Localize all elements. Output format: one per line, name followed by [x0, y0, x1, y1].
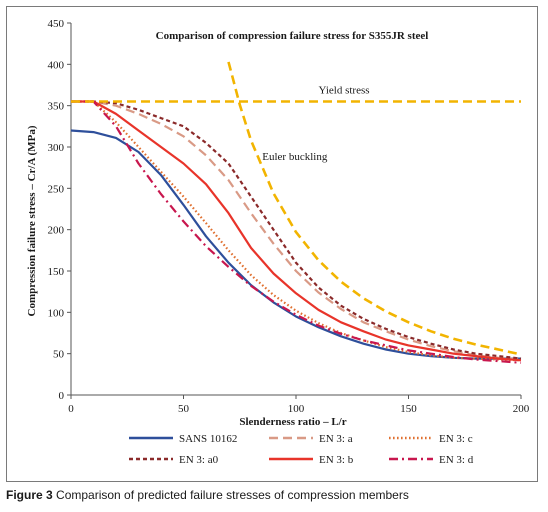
annotations: Yield stress Euler buckling	[262, 84, 369, 163]
x-tick-label: 0	[68, 403, 74, 415]
x-tick-label: 150	[400, 403, 417, 415]
series-lines	[70, 61, 522, 364]
series-line-en-3-a0	[71, 100, 522, 360]
x-axis-label: Slenderness ratio – L/r	[239, 416, 346, 428]
y-tick-label: 50	[53, 349, 65, 361]
y-tick-label: 200	[48, 225, 65, 237]
chart-title: Comparison of compression failure stress…	[156, 30, 429, 42]
axes: 0 50 100 150 200 250 300 350 400 450 0 50 100 150 200	[48, 18, 530, 415]
legend-label: EN 3: a0	[179, 454, 219, 466]
y-tick-label: 450	[48, 18, 65, 30]
y-tick-label: 0	[59, 390, 65, 402]
legend-label: EN 3: a	[319, 433, 353, 445]
y-tick-label: 350	[48, 101, 65, 113]
y-tick-label: 100	[48, 307, 65, 319]
x-tick-label: 100	[288, 403, 305, 415]
x-tick-label: 50	[178, 403, 190, 415]
annotation-label: Yield stress	[319, 84, 370, 96]
figure-caption: Figure 3 Comparison of predicted failure…	[6, 488, 542, 502]
y-tick-label: 150	[48, 266, 65, 278]
series-line-en-3-b	[71, 100, 522, 362]
y-axis-label: Compression failure stress – Cr/A (MPa)	[26, 125, 38, 316]
figure-caption-text: Comparison of predicted failure stresses…	[56, 488, 409, 502]
y-tick-label: 400	[48, 59, 65, 71]
legend-label: EN 3: c	[439, 433, 473, 445]
legend: SANS 10162 EN 3: a EN 3: c EN 3: a0 EN 3: b E…	[129, 433, 474, 466]
figure-number: Figure 3	[6, 488, 53, 502]
chart-frame: 0 50 100 150 200 250 300 350 400 450 0 50 100 150 200 …	[6, 6, 538, 482]
series-line-en-3-a	[71, 100, 522, 361]
legend-label: EN 3: d	[439, 454, 474, 466]
legend-label: SANS 10162	[179, 433, 237, 445]
annotation-label: Euler buckling	[262, 151, 328, 163]
y-tick-label: 250	[48, 183, 65, 195]
x-tick-label: 200	[513, 403, 530, 415]
legend-label: EN 3: b	[319, 454, 354, 466]
y-tick-label: 300	[48, 142, 65, 154]
series-line-euler-buckling	[227, 61, 522, 356]
series-line-en-3-d	[71, 100, 522, 364]
